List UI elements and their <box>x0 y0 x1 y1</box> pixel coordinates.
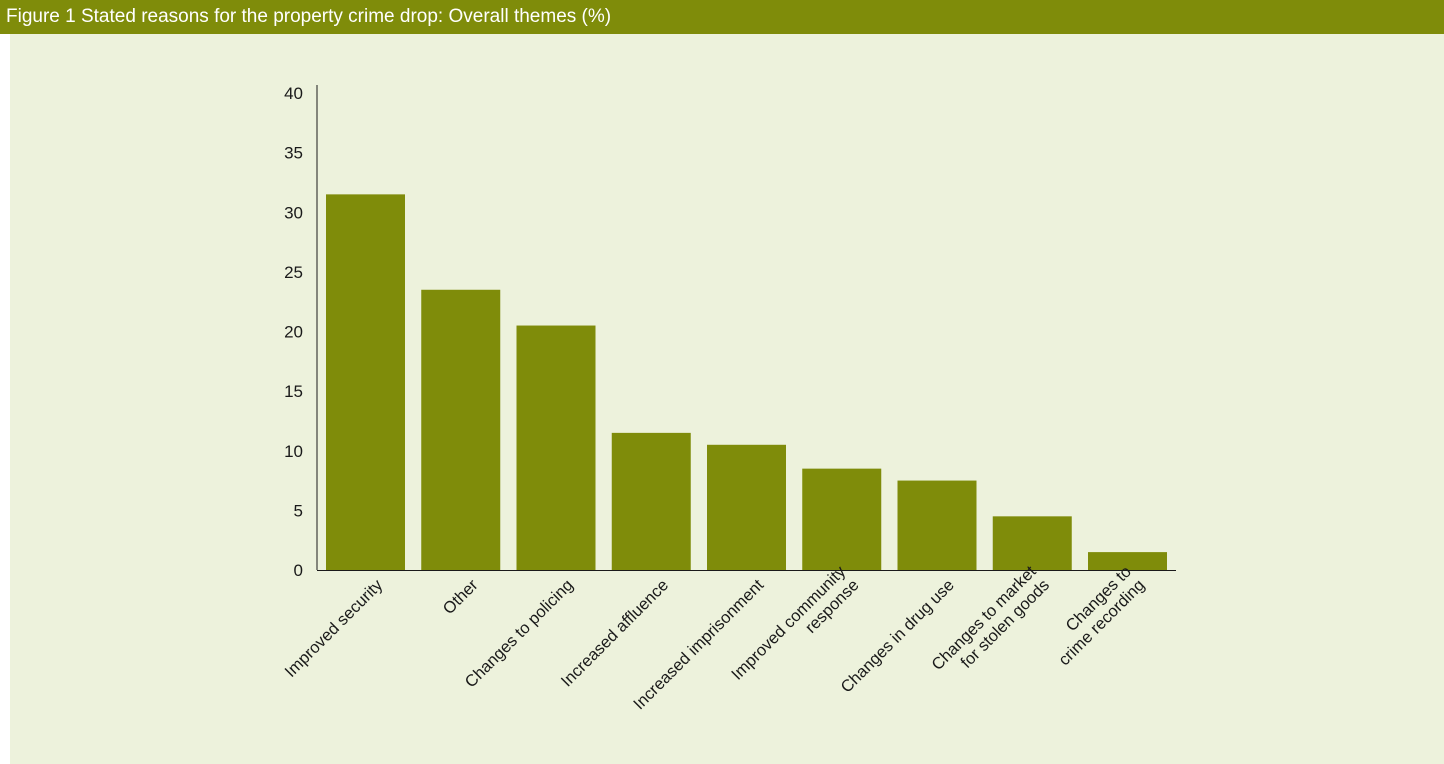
y-tick-label: 5 <box>294 501 303 520</box>
x-tick-label-line: Other <box>440 576 482 618</box>
x-tick-label-line: Increased affluence <box>558 576 672 690</box>
x-tick-label-line: Improved security <box>282 576 387 681</box>
title-bar: Figure 1 Stated reasons for the property… <box>0 0 1444 34</box>
x-tick-label-line: Changes to policing <box>462 576 577 691</box>
y-tick-label: 20 <box>284 323 303 342</box>
bar <box>1088 552 1167 570</box>
bar <box>421 289 501 570</box>
bar <box>611 432 691 570</box>
y-tick-label: 30 <box>284 203 303 222</box>
axes <box>316 85 1176 571</box>
y-tick-label: 10 <box>284 442 303 461</box>
x-tick-label: Changes to policing <box>462 576 577 691</box>
x-tick-label: Changes tocrime recording <box>1042 563 1149 670</box>
bar <box>516 325 596 570</box>
x-tick-label: Improved security <box>282 576 387 681</box>
bar <box>802 468 882 570</box>
bars <box>326 194 1167 571</box>
x-tick-label: Other <box>440 576 482 618</box>
x-tick-label-line: Improved community <box>728 562 850 684</box>
plot-background <box>10 34 1444 764</box>
y-tick-label: 25 <box>284 263 303 282</box>
y-axis-ticks: 0 5 10 15 20 25 30 35 40 <box>284 84 303 580</box>
y-tick-label: 0 <box>294 561 303 580</box>
y-tick-label: 40 <box>284 84 303 103</box>
chart-title: Figure 1 Stated reasons for the property… <box>6 6 612 27</box>
x-tick-label: Increased affluence <box>558 576 672 690</box>
y-tick-label: 15 <box>284 382 303 401</box>
bar <box>992 516 1072 570</box>
bar <box>897 480 977 570</box>
bar <box>707 444 786 570</box>
y-tick-label: 35 <box>284 144 303 163</box>
bar <box>326 194 405 571</box>
